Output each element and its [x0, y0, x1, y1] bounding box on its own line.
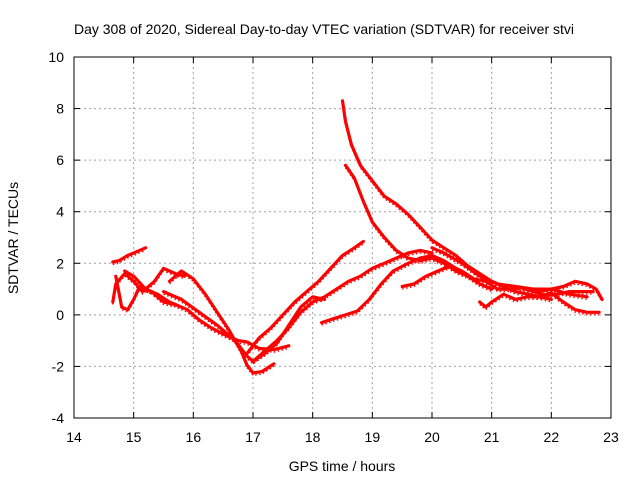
series-marks-8 — [252, 252, 433, 365]
series-line-4 — [123, 269, 291, 352]
series-marks-15 — [431, 249, 588, 300]
axis-ticks: 14 15 16 17 18 19 20 21 22 23 -4 -2 0 2 4 6 8 10 — [48, 49, 619, 445]
series-line-9 — [320, 253, 458, 325]
series-line-15 — [430, 246, 589, 299]
y-axis-label: SDTVAR / TECUs — [5, 182, 21, 294]
x-tick-label: 18 — [305, 429, 321, 445]
y-tick-label: -4 — [52, 410, 65, 426]
series-marks-3 — [115, 278, 176, 314]
y-tick-label: 6 — [56, 152, 64, 168]
x-tick-label: 23 — [603, 429, 619, 445]
series-line-14 — [525, 279, 604, 301]
series-marks-11 — [344, 167, 492, 293]
series-marks-13 — [479, 294, 600, 316]
series-line-12 — [400, 264, 595, 298]
y-tick-label: 2 — [56, 255, 64, 271]
x-tick-label: 16 — [186, 429, 202, 445]
series-line-2 — [111, 266, 186, 304]
series-marks-2 — [112, 270, 185, 305]
series-marks-10 — [341, 103, 552, 303]
x-tick-label: 19 — [365, 429, 381, 445]
x-tick-label: 20 — [424, 429, 440, 445]
y-tick-label: 10 — [48, 49, 64, 65]
series-line-1 — [111, 246, 148, 264]
y-tick-label: -2 — [52, 358, 65, 374]
x-tick-label: 15 — [126, 429, 142, 445]
series-marks-6 — [163, 293, 325, 365]
series-line-3 — [114, 274, 177, 312]
grid — [74, 57, 611, 418]
series-marks-1 — [112, 249, 146, 266]
y-tick-label: 0 — [56, 307, 64, 323]
series-line-5 — [167, 269, 276, 375]
series-line-10 — [340, 99, 553, 301]
plot-frame — [73, 56, 612, 419]
series-marks-5 — [169, 272, 275, 377]
chart-title: Day 308 of 2020, Sidereal Day-to-day VTE… — [74, 21, 574, 37]
y-tick-label: 8 — [56, 101, 64, 117]
x-tick-label: 22 — [544, 429, 560, 445]
data-series — [111, 99, 604, 377]
series-line-7 — [245, 239, 365, 356]
series-line-6 — [161, 290, 327, 363]
y-tick-label: 4 — [56, 204, 64, 220]
x-tick-label: 17 — [245, 429, 261, 445]
x-axis-label: GPS time / hours — [289, 458, 396, 474]
series-marks-7 — [246, 243, 364, 357]
series-line-13 — [478, 291, 601, 314]
x-tick-label: 14 — [66, 429, 82, 445]
x-tick-label: 21 — [484, 429, 500, 445]
